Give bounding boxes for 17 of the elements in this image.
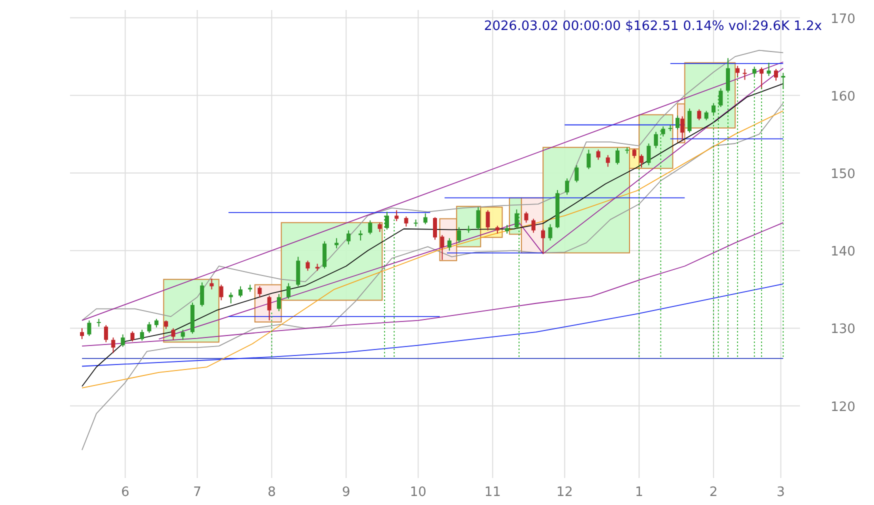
- x-tick-label: 12: [556, 485, 573, 500]
- x-tick-label: 3: [776, 485, 785, 500]
- x-tick-label: 6: [121, 485, 130, 500]
- x-tick-label: 11: [484, 485, 501, 500]
- x-tick-label: 2: [709, 485, 718, 500]
- y-tick-label: 150: [830, 166, 856, 182]
- x-tick-label: 7: [193, 485, 202, 500]
- y-tick-label: 140: [830, 244, 856, 260]
- x-tick-label: 8: [268, 485, 276, 500]
- x-tick-label: 1: [634, 485, 644, 500]
- y-tick-label: 130: [830, 322, 856, 338]
- x-tick-label: 10: [410, 485, 426, 500]
- y-tick-label: 160: [830, 89, 856, 104]
- x-tick-label: 9: [342, 485, 350, 500]
- y-tick-label: 120: [830, 400, 856, 415]
- text: 2026.03.02 00:00:00 $162.51 0.14% vol:29.6K 1.2x: [484, 19, 822, 34]
- y-tick-label: 170: [830, 12, 856, 27]
